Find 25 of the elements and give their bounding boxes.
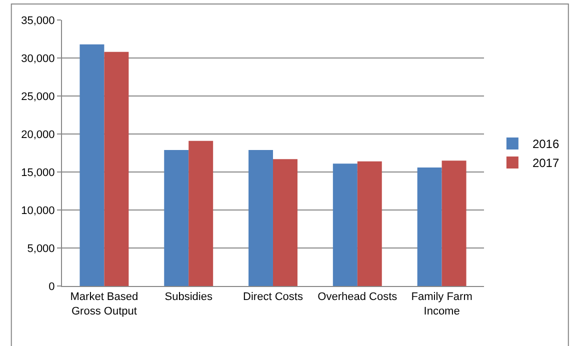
y-tick-label: 35,000 [21, 14, 55, 27]
bar [248, 150, 273, 286]
bar [80, 44, 104, 286]
x-tick-label: Direct Costs [243, 291, 304, 304]
y-tick-label: 10,000 [21, 204, 55, 217]
bar [273, 159, 298, 286]
bar [188, 140, 214, 286]
x-tick-label: Family Farm Income [411, 291, 472, 318]
bar [357, 161, 382, 286]
x-tick-label: Subsidies [164, 291, 213, 304]
x-tick-label: Market Based Gross Output [70, 291, 138, 318]
bar [417, 167, 442, 286]
y-tick-label: 5,000 [27, 242, 55, 255]
legend-label: 2017 [532, 156, 560, 170]
x-tick-label: Overhead Costs [318, 291, 398, 304]
bar [164, 150, 189, 286]
y-tick-label: 20,000 [21, 128, 55, 141]
y-tick-label: 30,000 [21, 52, 55, 65]
legend-label: 2016 [532, 137, 560, 152]
bar [442, 160, 466, 286]
bar [104, 52, 129, 286]
y-tick-label: 25,000 [21, 90, 55, 103]
bar [332, 164, 358, 286]
y-tick-label: 15,000 [21, 166, 55, 179]
y-tick-label: 0 [48, 280, 55, 293]
